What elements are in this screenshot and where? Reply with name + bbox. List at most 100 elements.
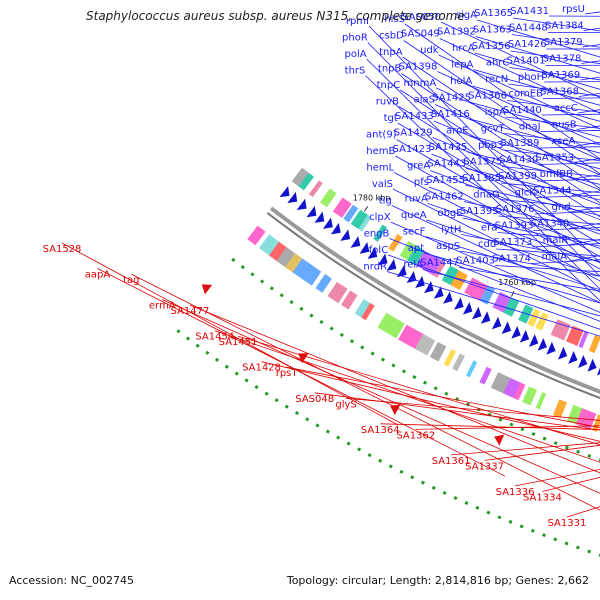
forward-gene-label: tnpA (379, 47, 403, 58)
forward-label-connector (547, 32, 600, 33)
ruler-tick-label: 1780 kbp (353, 194, 391, 203)
forward-gene-label: phoH (518, 72, 544, 83)
reverse-gene-label: SA1362 (396, 430, 435, 441)
forward-gene-label: SA1440 (503, 105, 542, 116)
forward-label-connector (431, 153, 600, 221)
cog-block (298, 172, 315, 191)
reverse-gene-label: SA1361 (432, 456, 471, 467)
forward-gene-label: SA1395 (460, 206, 499, 217)
cog-block (503, 297, 520, 317)
forward-gene-label: dnaG (473, 190, 500, 201)
reverse-gene-label: ermA (149, 301, 176, 312)
forward-gene-arrow (386, 259, 397, 271)
forward-gene-label: tgt (384, 113, 398, 124)
forward-gene-label: engB (364, 229, 390, 240)
forward-gene-arrow (296, 198, 307, 211)
reverse-gene-label: SA1528 (43, 244, 82, 255)
forward-gene-label: alaS (414, 95, 435, 106)
forward-gene-arrow (528, 334, 539, 347)
forward-gene-label: tig (379, 196, 392, 207)
reverse-gene-label: SAS048 (295, 394, 334, 405)
forward-gene-label: SA1375 (463, 157, 502, 168)
cog-block (527, 308, 541, 327)
reverse-label-connector (131, 273, 600, 511)
forward-gene-arrow (546, 341, 556, 355)
cog-block (588, 334, 600, 354)
reverse-label-connector (346, 397, 600, 421)
reverse-gene-arrows (201, 284, 505, 446)
forward-label-connector (430, 170, 600, 235)
forward-gene-arrow (306, 205, 317, 218)
forward-gene-arrow (519, 329, 530, 343)
forward-gene-arrow (511, 325, 521, 339)
reverse-gene-label: glyS (335, 399, 356, 410)
forward-label-connector (439, 38, 600, 114)
forward-label-connector (390, 221, 600, 313)
cog-block (443, 349, 457, 367)
forward-label-connector (438, 54, 600, 130)
gene-tracks (176, 167, 600, 557)
forward-gene-label: SA1344 (533, 186, 572, 197)
forward-gene-arrow (480, 311, 491, 324)
forward-gene-arrow (287, 191, 298, 203)
reverse-gene-label: SA1364 (361, 425, 400, 436)
forward-gene-label: SA1425 (432, 93, 471, 104)
reverse-gene-arrow (298, 353, 309, 364)
forward-label-connector (365, 75, 600, 302)
reverse-label-connector (97, 268, 506, 477)
forward-gene-arrow (568, 351, 578, 364)
cog-block (535, 392, 547, 410)
forward-gene-arrow (350, 236, 361, 248)
forward-gene-label: xseA (551, 136, 575, 147)
cog-block (433, 260, 446, 278)
forward-gene-label: hrcA (452, 43, 475, 54)
forward-gene-label: thrS (345, 66, 366, 77)
forward-gene-arrow (415, 275, 425, 289)
forward-label-connector (427, 203, 600, 263)
forward-gene-label: lepA (451, 60, 473, 71)
cog-block (415, 250, 434, 271)
reverse-gene-label: SA1336 (496, 487, 535, 498)
cog-block (565, 325, 584, 347)
reverse-gene-label: tag (123, 275, 139, 286)
forward-gene-label: SA1435 (429, 142, 468, 153)
forward-gene-label: SA1423 (393, 144, 432, 155)
forward-gene-label: pfs (414, 177, 429, 188)
forward-gene-label: hemB (366, 146, 395, 157)
cog-block (464, 277, 482, 298)
forward-gene-label: comEB (508, 89, 543, 100)
forward-gene-label: recN (485, 74, 508, 85)
forward-gene-arrow (359, 242, 370, 254)
cog-block (414, 333, 436, 356)
forward-gene-label: tnpC (377, 80, 401, 91)
cog-block (535, 312, 549, 331)
reverse-label-connector (61, 242, 399, 426)
forward-gene-label: SA1368 (540, 87, 579, 98)
forward-label-connector (368, 25, 600, 264)
forward-label-connector (401, 73, 600, 204)
forward-label-connector (386, 271, 600, 337)
forward-gene-label: SA1393 (495, 221, 534, 232)
forward-gene-label: sigA (456, 10, 477, 21)
reverse-label-connector (237, 335, 600, 446)
forward-gene-label: accC (554, 103, 578, 114)
reverse-label-connector (189, 304, 600, 474)
forward-label-connector (428, 186, 600, 249)
reverse-gene-label: SA1428 (242, 363, 281, 374)
forward-gene-arrow (587, 358, 597, 372)
reverse-gene-label: aapA (85, 270, 111, 281)
cog-block (285, 253, 303, 273)
forward-label-connector (426, 219, 600, 277)
cog-block (513, 382, 526, 401)
forward-gene-label: clpX (369, 212, 391, 223)
forward-gene-labels: rpsUSA1384SA1379SA1378SA1369SA1368accCnu… (342, 4, 600, 337)
forward-gene-label: valS (372, 179, 393, 190)
forward-label-connector (397, 122, 600, 245)
forward-gene-label: greA (407, 161, 430, 172)
forward-label-connector (388, 254, 600, 330)
cog-block (399, 240, 419, 262)
forward-gene-label: hisS (384, 14, 405, 25)
cog-block (373, 224, 387, 242)
